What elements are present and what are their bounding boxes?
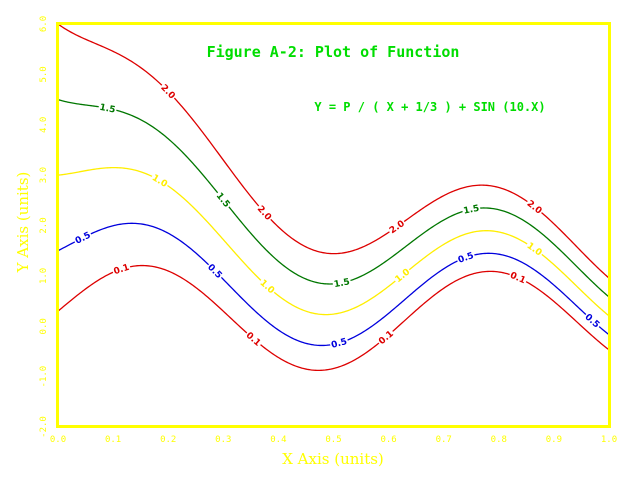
x-tick-label: 0.1 (105, 435, 121, 445)
x-tick-label: 0.7 (436, 435, 452, 445)
curve-label-gap (524, 197, 545, 217)
curve-label-gap (97, 101, 118, 115)
x-tick-label: 0.9 (546, 435, 562, 445)
x-tick-label: 0.6 (380, 435, 396, 445)
x-tick-label: 0.5 (325, 435, 341, 445)
y-tick-label: 6.0 (39, 16, 49, 32)
chart-title: Figure A-2: Plot of Function (207, 43, 460, 61)
curve-label-gap (149, 171, 171, 190)
y-tick-label: -2.0 (39, 416, 49, 438)
plot-frame (56, 22, 611, 428)
curve-label-p-0-5: 0.5 (330, 337, 348, 351)
curve-label-gap (331, 276, 352, 290)
curve-label-gap (254, 202, 275, 223)
y-tick-label: 0.0 (39, 318, 49, 334)
curve-label-gap (375, 327, 396, 347)
curve-label-p-1-5: 1.5 (99, 103, 117, 116)
curve-label-gap (582, 310, 603, 331)
y-tick-labels: -2.0 -1.0 0.0 1.0 2.0 3.0 4.0 5.0 6.0 (39, 16, 49, 438)
curve-label-gap (72, 229, 94, 247)
curve-label-gap (386, 217, 408, 236)
y-axis-title: Y Axis (units) (14, 172, 32, 274)
y-tick-label: 4.0 (39, 117, 49, 133)
y-tick-label: 3.0 (39, 167, 49, 183)
curve-p-1-0 (57, 166, 610, 317)
curve-label-gap (507, 269, 529, 286)
curve-label-gap (257, 276, 278, 297)
x-tick-label: 0.3 (215, 435, 231, 445)
curve-label-gap (205, 261, 225, 281)
x-tick-label: 1.0 (601, 435, 617, 445)
y-tick-label: 1.0 (39, 268, 49, 284)
curve-label-p-1-5: 1.5 (463, 204, 481, 217)
curve-label-p-1-5: 1.5 (333, 277, 351, 290)
curve-labels-layer: 2.02.02.02.01.51.51.51.51.01.01.01.00.50… (72, 81, 603, 351)
curve-p-2-0 (57, 23, 610, 279)
curves-layer (57, 23, 610, 372)
curve-label-gap (524, 239, 545, 259)
x-tick-label: 0.0 (50, 435, 66, 445)
y-tick-label: 2.0 (39, 217, 49, 233)
curve-label-gap (213, 189, 233, 210)
x-axis-title: X Axis (units) (282, 450, 384, 468)
curve-label-p-0-1: 0.1 (113, 263, 131, 277)
curve-label-gap (158, 81, 179, 102)
x-tick-label: 0.2 (160, 435, 176, 445)
y-tick-label: 5.0 (39, 66, 49, 82)
x-tick-label: 0.8 (491, 435, 507, 445)
curve-label-gap (455, 249, 476, 266)
curve-label-gap (328, 335, 350, 351)
curve-label-gap (243, 329, 264, 349)
x-tick-label: 0.4 (270, 435, 286, 445)
curve-label-gap (461, 202, 482, 216)
y-tick-label: -1.0 (39, 366, 49, 388)
x-tick-labels: 0.0 0.1 0.2 0.3 0.4 0.5 0.6 0.7 0.8 0.9 1.0 (50, 435, 617, 445)
curve-label-gap (111, 261, 132, 277)
curve-label-gap (392, 265, 413, 285)
chart-equation: Y = P / ( X + 1/3 ) + SIN (10.X) (314, 100, 545, 114)
